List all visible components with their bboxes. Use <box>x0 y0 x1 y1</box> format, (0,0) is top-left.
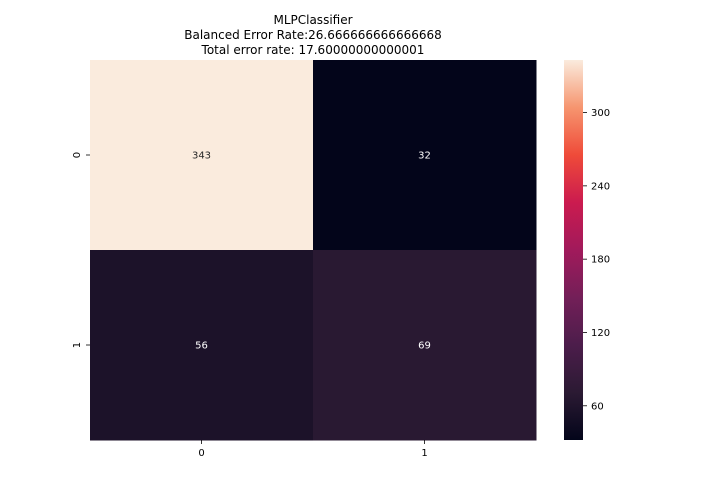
colorbar-tick-label-2: 180 <box>591 255 610 266</box>
heatmap-cell-label-1-0: 56 <box>195 341 208 352</box>
heatmap-cell-1-1 <box>313 250 537 441</box>
colorbar-tick-label-3: 240 <box>591 181 610 192</box>
y-tick-label-1: 1 <box>72 342 83 348</box>
x-tick-label-0: 0 <box>198 448 204 459</box>
x-tick-label-1: 1 <box>421 448 427 459</box>
heatmap-cell-0-0 <box>90 60 314 251</box>
chart-title: MLPClassifier <box>273 13 353 27</box>
heatmap-cell-label-0-0: 343 <box>192 151 211 162</box>
heatmap-cell-0-1 <box>313 60 537 251</box>
colorbar-tick-label-1: 120 <box>591 328 610 339</box>
heatmap-cell-label-1-1: 69 <box>418 341 431 352</box>
chart-subtitle-balanced-error: Balanced Error Rate:26.666666666666668 <box>184 28 442 42</box>
chart-subtitle-total-error: Total error rate: 17.60000000000001 <box>201 43 425 57</box>
colorbar-tick-label-0: 60 <box>591 401 604 412</box>
colorbar: 60 120 180 240 300 <box>564 60 610 440</box>
heatmap-cells: 343 32 56 69 <box>90 60 537 441</box>
colorbar-tick-label-4: 300 <box>591 108 610 119</box>
heatmap-axis-ticks: 0 1 0 1 <box>72 152 428 459</box>
heatmap-cell-1-0 <box>90 250 314 441</box>
colorbar-gradient <box>564 60 583 440</box>
y-tick-label-0: 0 <box>72 152 83 158</box>
heatmap-cell-label-0-1: 32 <box>418 151 431 162</box>
